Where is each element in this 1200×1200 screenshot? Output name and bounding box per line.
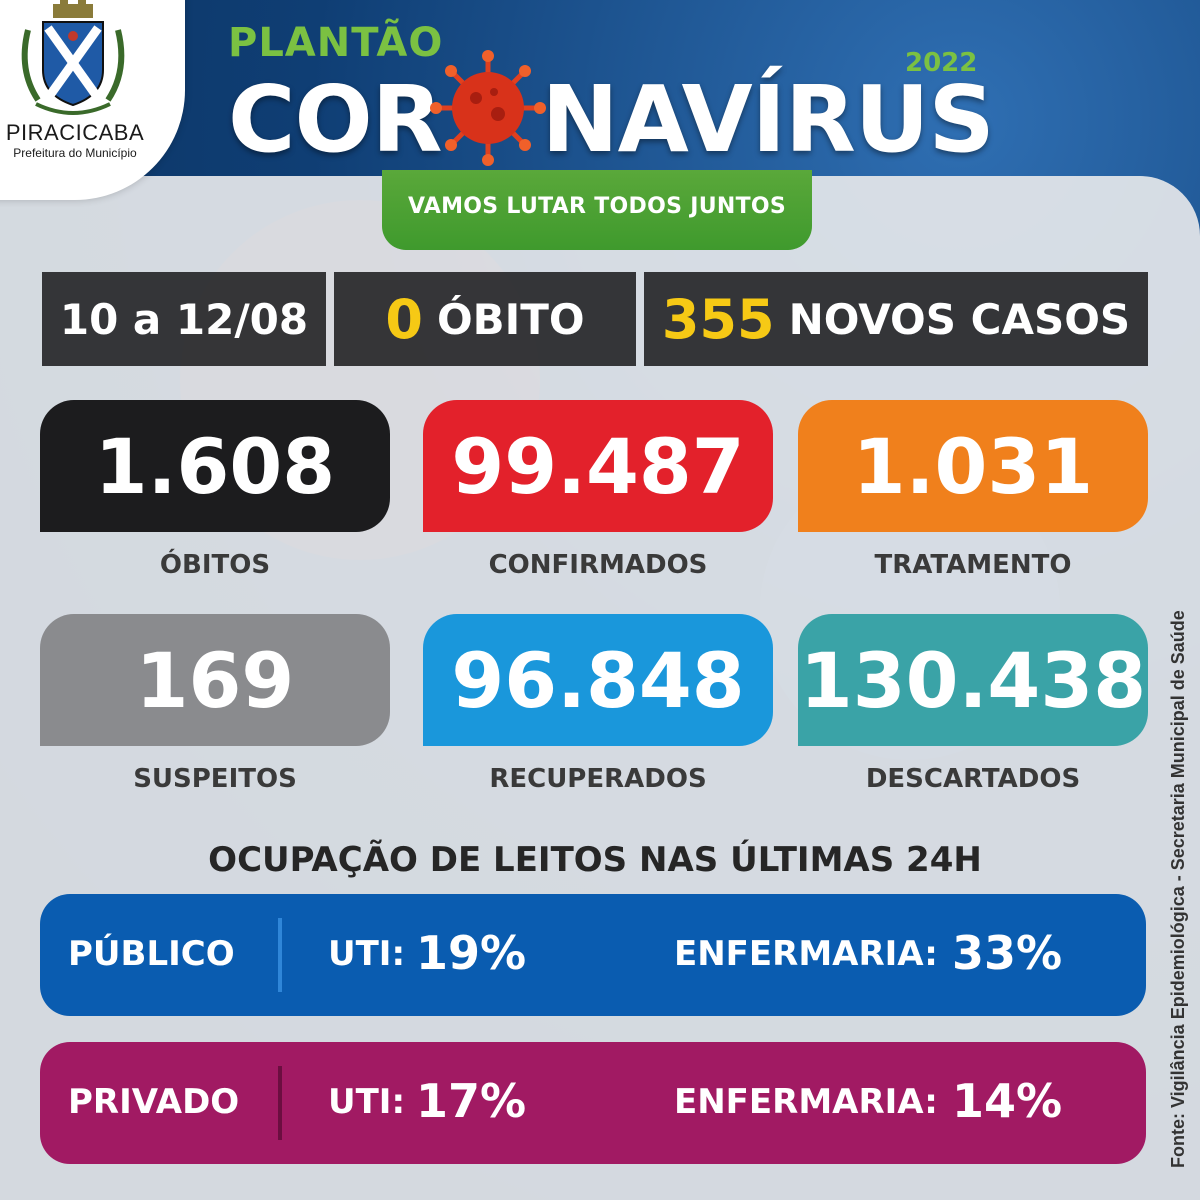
stat-card-recuperados: 96.848 (423, 614, 773, 746)
beds-row-private: PRIVADO UTI: 17% ENFERMARIA: 14% (40, 1042, 1146, 1164)
stat-card-descartados: 130.438 (798, 614, 1148, 746)
stat-label-tratamento: TRATAMENTO (874, 550, 1072, 580)
ward-value: 33% (952, 926, 1063, 980)
header-year: 2022 (905, 48, 978, 78)
header-title: COR NAVÍRUS (228, 66, 995, 173)
source-credit: Fonte: Vigilância Epidemiológica - Secre… (1168, 610, 1188, 1168)
stat-card-obitos: 1.608 (40, 400, 390, 532)
uti-value: 17% (416, 1074, 527, 1128)
beds-section-title: OCUPAÇÃO DE LEITOS NAS ÚLTIMAS 24H (208, 840, 982, 880)
uti-value: 19% (416, 926, 527, 980)
deaths-period-count: 0 (385, 287, 423, 351)
ward-value: 14% (952, 1074, 1063, 1128)
municipal-logo: PIRACICABA Prefeitura do Município (0, 0, 185, 200)
beds-row-name: PÚBLICO (68, 934, 235, 974)
ward-label: ENFERMARIA: (674, 1082, 938, 1122)
stat-label-descartados: DESCARTADOS (865, 764, 1081, 794)
city-subtitle: Prefeitura do Município (13, 146, 137, 160)
period-text: 10 a 12/08 (59, 294, 309, 344)
uti-label: UTI: (328, 934, 406, 974)
ward-label: ENFERMARIA: (674, 934, 938, 974)
deaths-period-box: 0 ÓBITO (334, 272, 636, 366)
stat-label-recuperados: RECUPERADOS (489, 764, 707, 794)
stat-card-tratamento: 1.031 (798, 400, 1148, 532)
title-left: COR (228, 66, 443, 173)
header-kicker: PLANTÃO (228, 20, 444, 66)
beds-row-public: PÚBLICO UTI: 19% ENFERMARIA: 33% (40, 894, 1146, 1016)
coat-of-arms-icon (21, 0, 125, 115)
uti-label: UTI: (328, 1082, 406, 1122)
stat-label-suspeitos: SUSPEITOS (133, 764, 297, 794)
new-cases-box: 355 NOVOS CASOS (644, 272, 1148, 366)
stat-card-suspeitos: 169 (40, 614, 390, 746)
stat-card-confirmados: 99.487 (423, 400, 773, 532)
new-cases-count: 355 (661, 287, 775, 351)
divider (278, 918, 282, 992)
city-name: PIRACICABA (5, 120, 145, 145)
deaths-period-label: ÓBITO (436, 294, 585, 344)
divider (278, 1066, 282, 1140)
stat-label-obitos: ÓBITOS (159, 550, 271, 580)
beds-row-name: PRIVADO (68, 1082, 240, 1122)
new-cases-label: NOVOS CASOS (788, 294, 1131, 344)
period-box: 10 a 12/08 (42, 272, 326, 366)
title-right: NAVÍRUS (541, 66, 995, 173)
stat-label-confirmados: CONFIRMADOS (488, 550, 708, 580)
slogan-banner (382, 170, 812, 250)
slogan-text: VAMOS LUTAR TODOS JUNTOS (407, 194, 787, 219)
virus-icon (430, 50, 546, 166)
